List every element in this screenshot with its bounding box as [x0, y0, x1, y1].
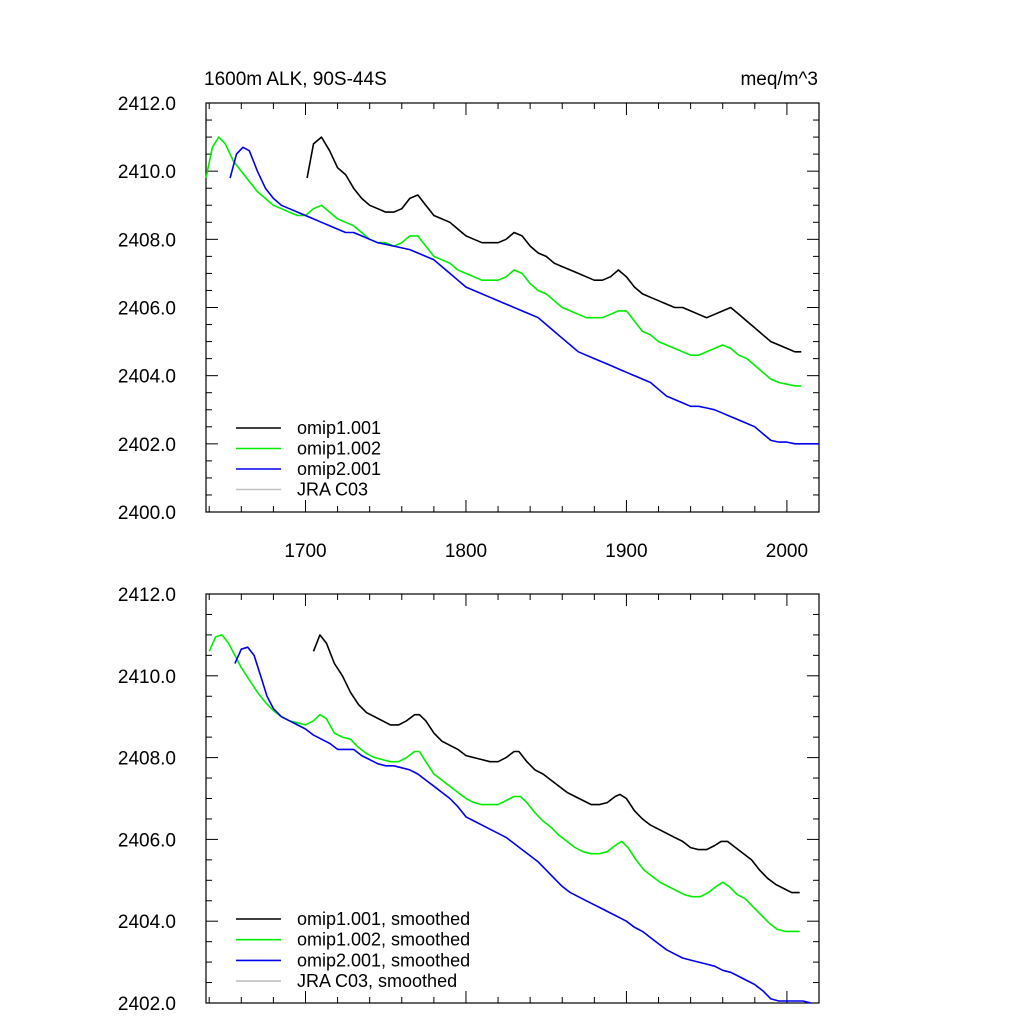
legend-label: JRA C03, smoothed [297, 971, 457, 991]
legend-label: omip1.001, smoothed [297, 909, 470, 929]
x-tick-label: 2000 [766, 541, 808, 562]
bottom-panel: 2402.0 2404.0 2406.0 2408.0 2410.0 2412.0 omip… [118, 585, 820, 1015]
y-tick-label: 2402.0 [118, 435, 176, 456]
legend-label: omip2.001, smoothed [297, 950, 470, 970]
y-tick-label: 2406.0 [118, 830, 176, 851]
figure-units: meq/m^3 [740, 69, 818, 90]
y-tick-label: 2410.0 [118, 667, 176, 688]
x-tick-label: 1700 [284, 541, 326, 562]
legend-label: omip1.002, smoothed [297, 930, 470, 950]
y-tick-label: 2404.0 [118, 912, 176, 933]
y-tick-label: 2404.0 [118, 367, 176, 388]
series-line-omip1-001-smoothed [312, 634, 800, 894]
y-tick-label: 2410.0 [118, 162, 176, 183]
top-panel: 1700 1800 1900 2000 2400.0 2402.0 2404.0 2406.0… [118, 94, 820, 562]
series-line-omip2-001-smoothed [234, 646, 812, 1004]
y-tick-label: 2408.0 [118, 749, 176, 770]
legend-label: JRA C03 [297, 480, 368, 500]
legend-label: omip1.001 [297, 418, 381, 438]
series-line-omip1-002-smoothed [208, 634, 800, 933]
y-tick-label: 2412.0 [118, 94, 176, 115]
y-tick-label: 2408.0 [118, 230, 176, 251]
series-line-omip1-001 [306, 136, 802, 353]
y-tick-label: 2402.0 [118, 994, 176, 1015]
figure-title: 1600m ALK, 90S-44S [204, 69, 387, 90]
y-tick-label: 2412.0 [118, 585, 176, 606]
series-line-omip1-002 [205, 136, 802, 387]
legend-label: omip2.001 [297, 459, 381, 479]
y-tick-label: 2400.0 [118, 503, 176, 524]
series-line-omip2-001 [229, 146, 819, 445]
y-tick-label: 2406.0 [118, 299, 176, 320]
legend-label: omip1.002 [297, 439, 381, 459]
x-tick-label: 1900 [605, 541, 647, 562]
x-tick-label: 1800 [445, 541, 487, 562]
